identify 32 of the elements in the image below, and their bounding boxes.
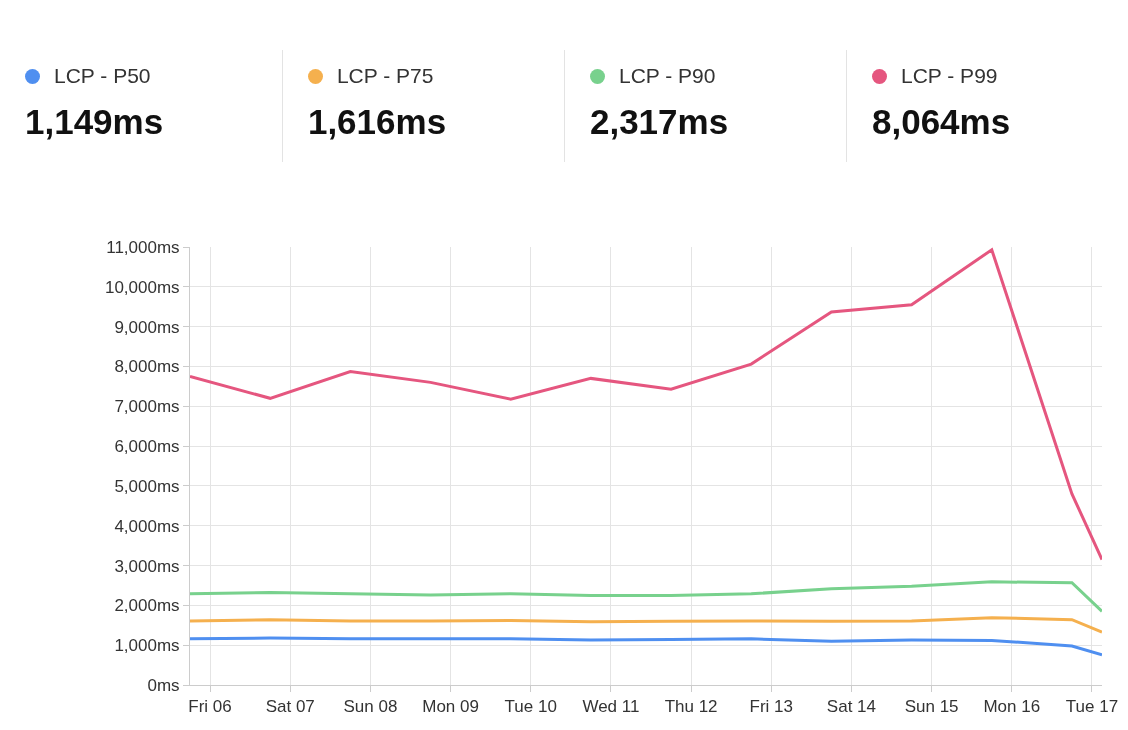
text: 1,149ms bbox=[25, 102, 165, 142]
legend-label: LCP - P50 bbox=[54, 64, 151, 88]
x-tick-label: Tue 10 bbox=[504, 697, 557, 717]
x-tick-label: Mon 09 bbox=[422, 697, 479, 717]
x-tick-label: Thu 12 bbox=[664, 697, 718, 717]
y-tick-label: 3,000ms bbox=[114, 556, 180, 576]
x-tick-label: Fri 06 bbox=[188, 697, 232, 717]
x-tick-label: Mon 16 bbox=[983, 697, 1041, 717]
text: 2,317ms bbox=[589, 102, 730, 142]
legend-label: LCP - P90 bbox=[618, 64, 716, 88]
text: 1,616ms bbox=[307, 102, 448, 142]
legend-label: LCP - P75 bbox=[336, 64, 434, 88]
text: 8,064ms bbox=[871, 102, 1012, 142]
x-tick-label: Sun 15 bbox=[904, 697, 959, 717]
y-tick-label: 6,000ms bbox=[114, 437, 180, 457]
y-tick-label: 11,000ms bbox=[106, 237, 180, 257]
x-tick-label: Sat 14 bbox=[826, 697, 877, 717]
y-tick-label: 9,000ms bbox=[114, 317, 180, 337]
y-tick-label: 2,000ms bbox=[114, 596, 180, 616]
y-tick-label: 1,000ms bbox=[114, 636, 180, 656]
x-tick-label: Fri 13 bbox=[749, 697, 793, 717]
y-tick-label: 8,000ms bbox=[114, 357, 180, 377]
x-tick-label: Wed 11 bbox=[582, 697, 640, 717]
y-tick-label: 10,000ms bbox=[104, 277, 180, 297]
x-tick-label: Sat 07 bbox=[265, 697, 315, 717]
y-tick-label: 0ms bbox=[147, 675, 180, 695]
legend-label: LCP - P99 bbox=[900, 64, 998, 88]
y-tick-label: 5,000ms bbox=[114, 476, 180, 496]
y-tick-label: 4,000ms bbox=[114, 516, 180, 536]
y-tick-label: 7,000ms bbox=[114, 397, 180, 417]
x-tick-label: Sun 08 bbox=[343, 697, 398, 717]
x-tick-label: Tue 17 bbox=[1065, 697, 1119, 717]
